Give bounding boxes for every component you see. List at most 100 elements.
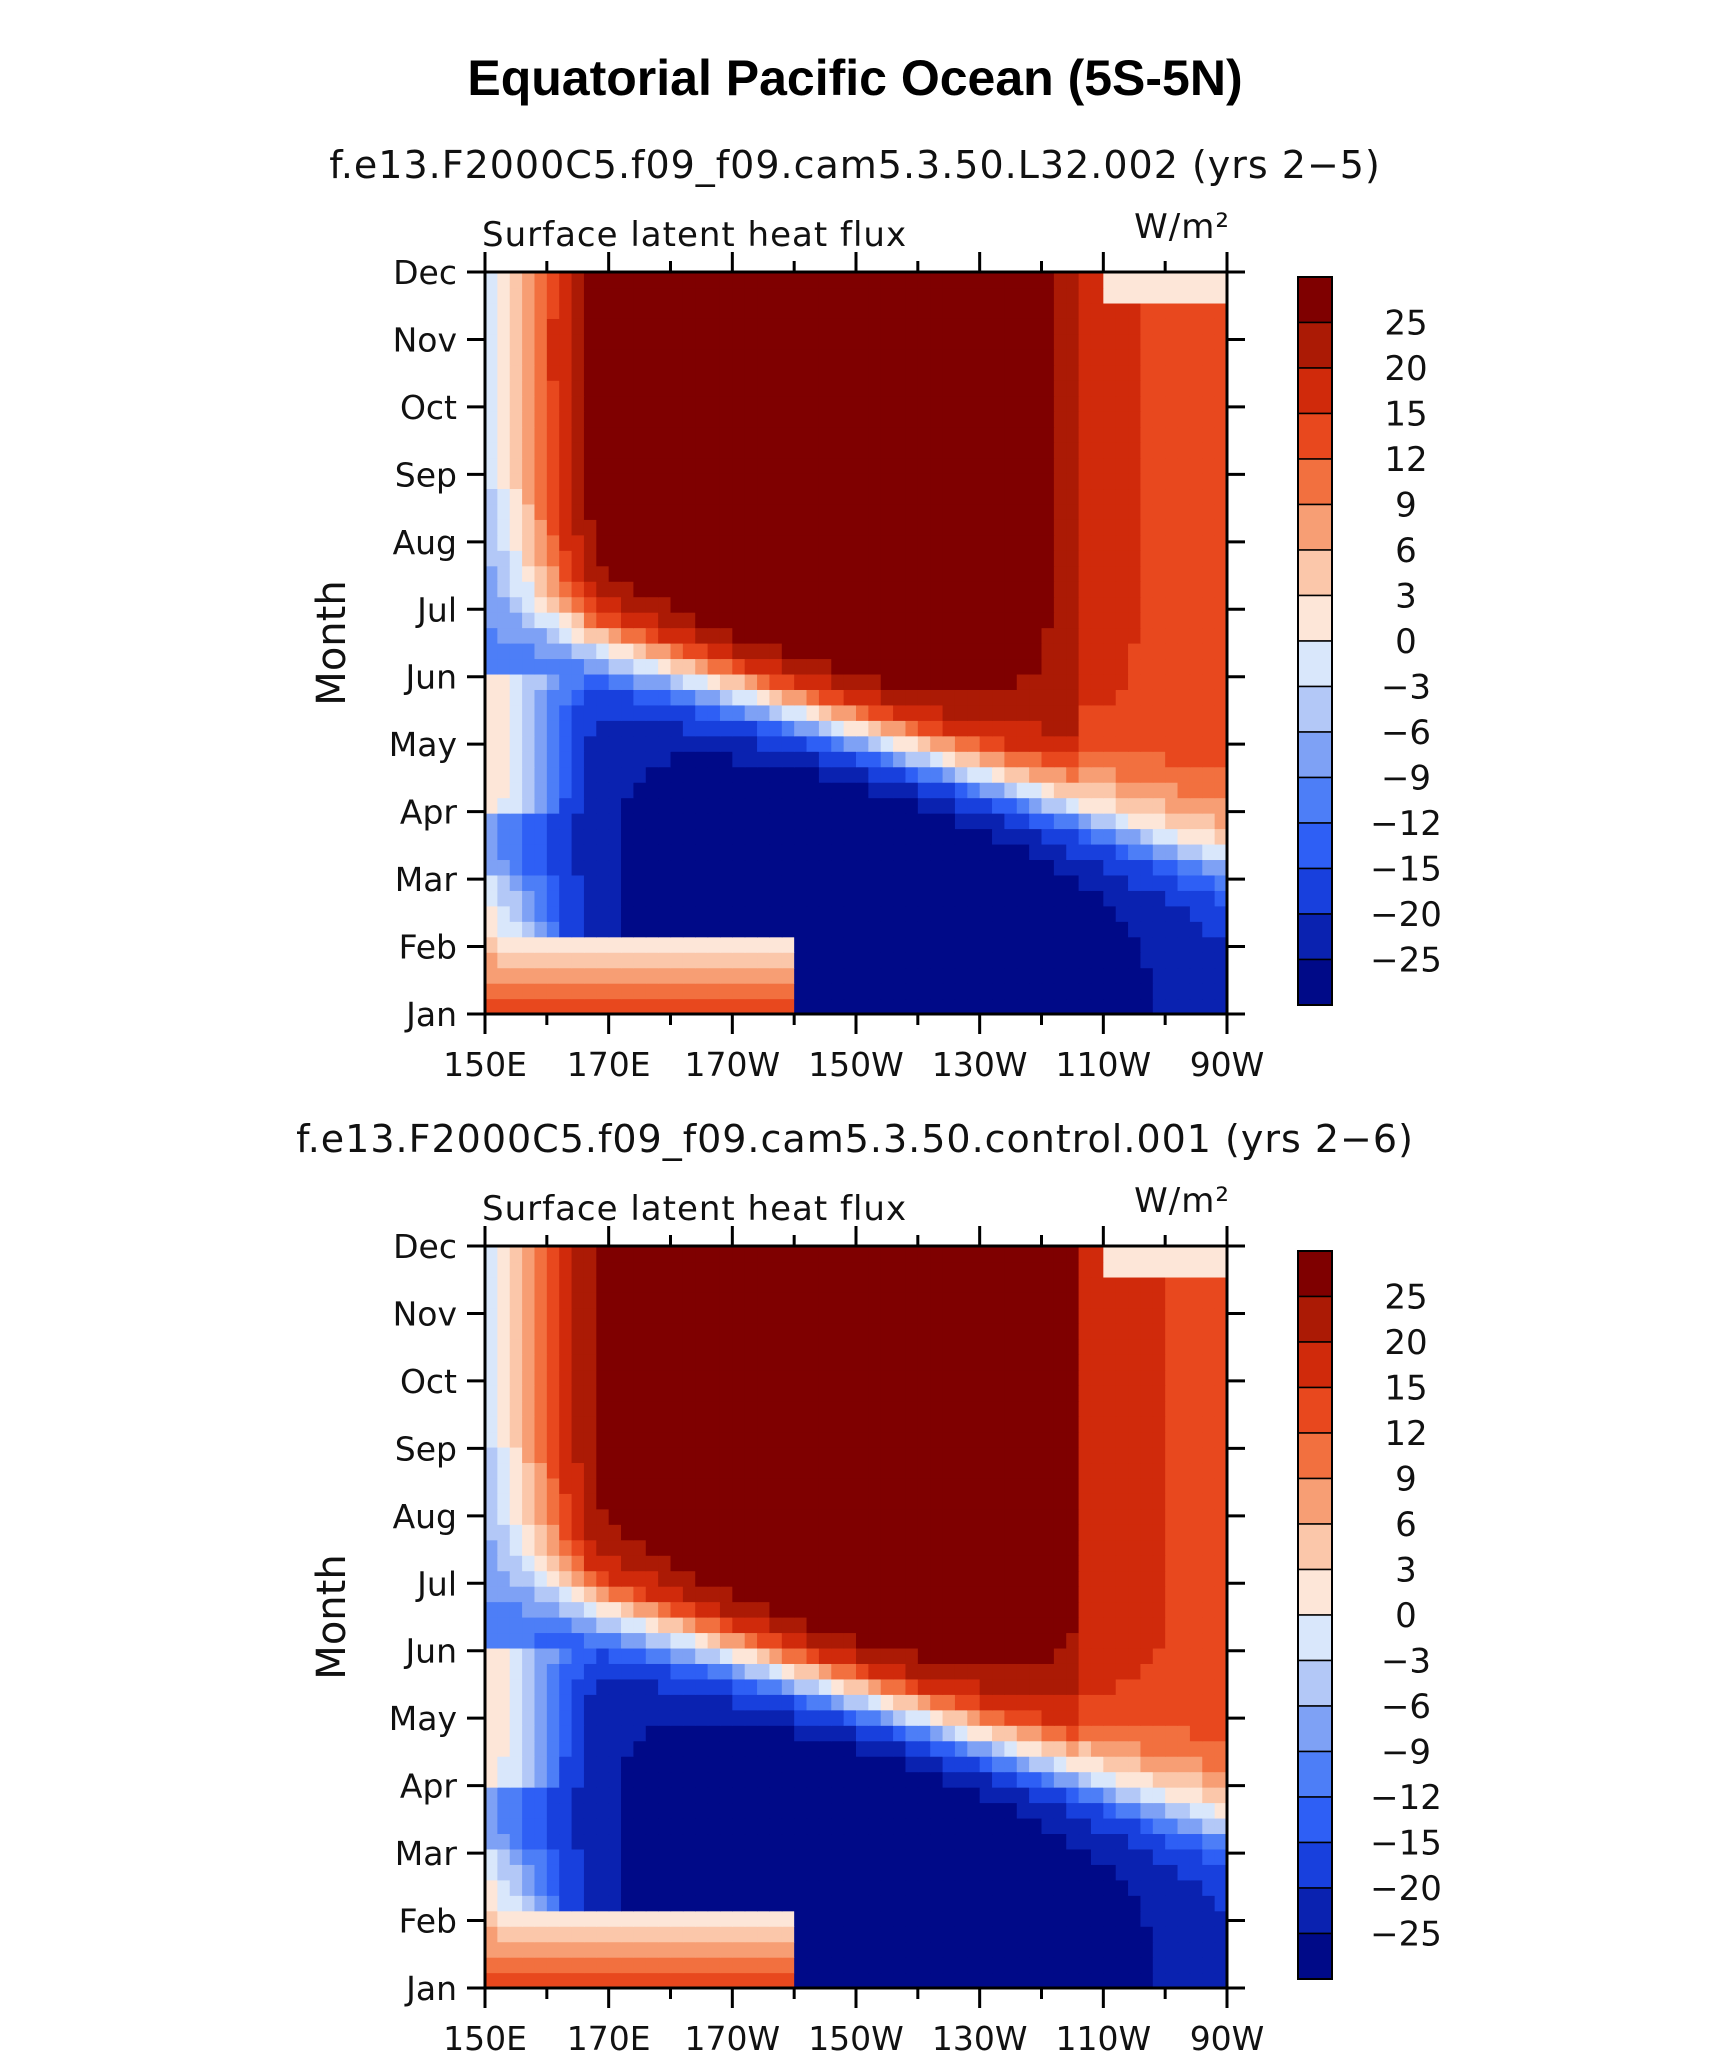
field-cell [546, 1957, 560, 1974]
field-cell [1090, 1632, 1104, 1649]
field-cell [917, 998, 931, 1014]
field-cell [1004, 1910, 1018, 1927]
field-cell [707, 890, 721, 907]
field-cell [757, 1709, 771, 1726]
field-cell [633, 658, 647, 675]
field-cell [868, 813, 882, 830]
field-cell [534, 318, 548, 335]
field-cell [633, 952, 647, 969]
field-cell [1078, 1957, 1092, 1974]
field-cell [571, 952, 585, 969]
field-cell [794, 1539, 808, 1556]
field-cell [621, 813, 634, 830]
field-cell [967, 1586, 981, 1603]
field-cell [781, 550, 795, 567]
field-cell [546, 936, 560, 953]
field-cell [1177, 1802, 1191, 1819]
field-cell [546, 364, 560, 381]
field-cell [633, 581, 647, 598]
field-cell [1214, 333, 1227, 350]
field-cell [1140, 349, 1154, 366]
field-cell [1189, 272, 1203, 289]
field-cell [757, 1895, 771, 1912]
field-cell [559, 488, 573, 505]
field-cell [522, 689, 536, 706]
field-cell [695, 751, 709, 768]
field-cell [1214, 519, 1227, 536]
field-cell [806, 673, 820, 690]
field-cell [497, 813, 511, 830]
field-cell [930, 828, 944, 845]
field-cell [744, 488, 758, 505]
field-cell [497, 1709, 511, 1726]
field-cell [843, 983, 857, 1000]
field-cell [967, 318, 981, 335]
field-cell [596, 921, 610, 938]
field-cell [608, 1678, 622, 1695]
field-cell [583, 983, 597, 1000]
field-cell [608, 426, 622, 443]
field-cell [670, 395, 684, 412]
field-cell [954, 1694, 968, 1711]
field-cell [757, 442, 771, 459]
field-cell [559, 1493, 573, 1510]
field-cell [1128, 333, 1142, 350]
field-cell [534, 1663, 548, 1680]
field-cell [893, 1926, 907, 1943]
field-cell [744, 689, 758, 706]
field-cell [992, 735, 1005, 752]
field-cell [645, 1833, 659, 1850]
field-cell [1090, 1848, 1104, 1865]
field-cell [1177, 1833, 1191, 1850]
field-cell [1128, 921, 1142, 938]
field-cell [1004, 813, 1018, 830]
field-cell [719, 704, 733, 721]
field-cell [583, 519, 597, 536]
field-cell [497, 952, 511, 969]
field-cell [954, 565, 968, 582]
field-cell [658, 627, 672, 644]
field-cell [497, 1601, 511, 1618]
field-cell [1066, 1663, 1080, 1680]
field-cell [1090, 318, 1104, 335]
field-cell [843, 782, 857, 799]
field-cell [608, 581, 622, 598]
field-cell [794, 395, 808, 412]
field-cell [856, 1787, 869, 1804]
field-cell [497, 318, 511, 335]
field-cell [1202, 457, 1216, 474]
field-cell [1066, 612, 1080, 629]
field-cell [893, 720, 907, 737]
field-cell [831, 442, 845, 459]
field-cell [621, 998, 634, 1014]
field-cell [1103, 673, 1117, 690]
field-cell [571, 333, 585, 350]
field-cell [1214, 349, 1227, 366]
field-cell [1152, 1817, 1166, 1835]
field-cell [670, 921, 684, 938]
field-cell [930, 349, 944, 366]
field-cell [1140, 1910, 1154, 1927]
field-cell [893, 395, 907, 412]
field-cell [744, 673, 758, 690]
field-cell [1115, 1508, 1129, 1525]
field-cell [818, 1833, 832, 1850]
field-cell [1177, 1647, 1191, 1664]
field-cell [1189, 287, 1203, 304]
field-cell [992, 1586, 1005, 1603]
field-cell [1115, 905, 1129, 922]
field-cell [979, 1508, 993, 1525]
field-cell [670, 1833, 684, 1850]
field-cell [893, 318, 907, 335]
field-cell [583, 1802, 597, 1819]
field-cell [509, 689, 523, 706]
field-cell [485, 782, 498, 799]
field-cell [769, 967, 783, 984]
field-cell [1140, 364, 1154, 381]
field-cell [1140, 735, 1154, 752]
field-cell [930, 874, 944, 891]
field-cell [856, 1617, 869, 1634]
field-cell [868, 627, 882, 644]
field-cell [1214, 1740, 1227, 1757]
field-cell [1016, 905, 1030, 922]
